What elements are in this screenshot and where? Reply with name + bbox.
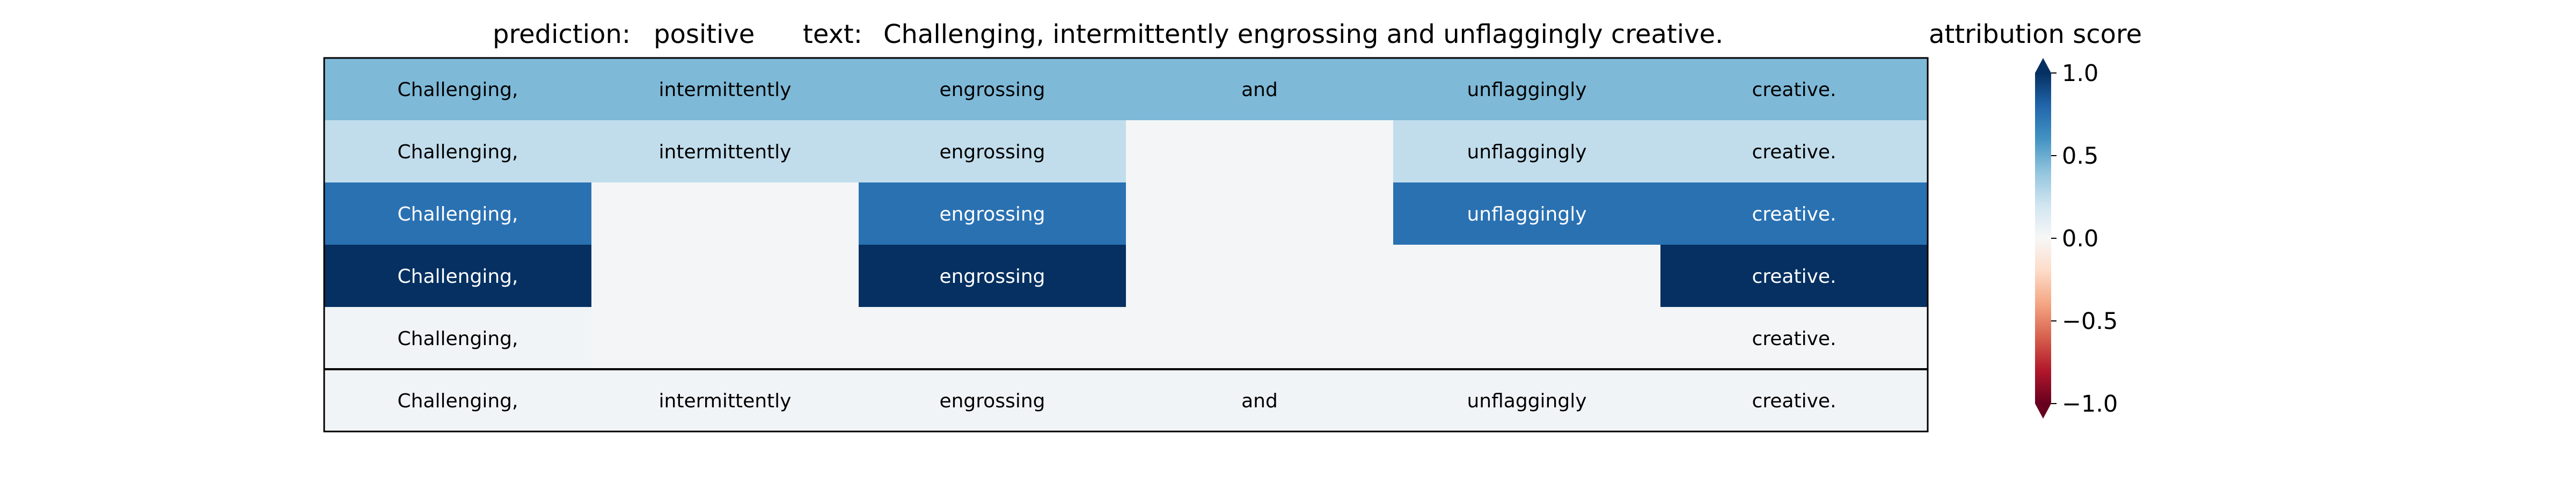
colorbar-title: attribution score: [1929, 19, 2142, 49]
token-label: creative.: [1752, 266, 1836, 288]
heatmap-cell: [1393, 120, 1661, 183]
token-label: unflaggingly: [1467, 203, 1586, 225]
token-label: creative.: [1752, 203, 1836, 225]
heatmap-cell: [324, 307, 592, 370]
colorbar-extend-min: [2035, 404, 2051, 419]
heatmap-cell: [1393, 369, 1661, 432]
token-label: Challenging,: [398, 141, 518, 163]
heatmap-cell: [324, 58, 592, 121]
heatmap-cell: [324, 369, 592, 432]
heatmap-cell: [591, 307, 859, 370]
heatmap-cell: [1393, 245, 1661, 308]
heatmap-cell: [859, 245, 1126, 308]
token-label: Challenging,: [398, 328, 518, 350]
token-label: Challenging,: [398, 203, 518, 225]
heatmap-cell: [1660, 120, 1928, 183]
heatmap-cell: [1393, 58, 1661, 121]
heatmap: Challenging, intermittently engrossing and u…: [323, 57, 1929, 433]
heatmap-cell: [1393, 307, 1661, 370]
heatmap-cell: [324, 245, 592, 308]
heatmap-cell: [1126, 182, 1394, 245]
token-label: Challenging,: [398, 390, 518, 412]
token-label: Challenging,: [398, 266, 518, 288]
prediction-value: positive: [654, 19, 755, 49]
token-label: and: [1241, 79, 1278, 101]
token-label: creative.: [1752, 79, 1836, 101]
heatmap-cell: [1660, 245, 1928, 308]
colorbar-gradient: [2035, 73, 2051, 404]
heatmap-cell: [591, 58, 859, 121]
heatmap-cell: [591, 245, 859, 308]
token-label: creative.: [1752, 141, 1836, 163]
colorbar-tick-label: −1.0: [2062, 391, 2118, 418]
heatmap-frame: [323, 57, 1929, 433]
colorbar-tick-label: 1.0: [2062, 60, 2098, 87]
heatmap-cell: [1393, 182, 1661, 245]
text-value: Challenging, intermittently engrossing a…: [883, 19, 1723, 49]
token-label: unflaggingly: [1467, 141, 1586, 163]
token-label: engrossing: [939, 141, 1045, 163]
colorbar-tick-label: 0.0: [2062, 225, 2098, 252]
colorbar-tick-label: 0.5: [2062, 143, 2098, 170]
prediction-label: prediction:: [493, 19, 631, 49]
heatmap-cell: [324, 182, 592, 245]
token-label: engrossing: [939, 390, 1045, 412]
heatmap-cell: [324, 120, 592, 183]
token-label: creative.: [1752, 328, 1836, 350]
heatmap-cell: [591, 182, 859, 245]
heatmap-cell: [1126, 369, 1394, 432]
heatmap-cell: [1660, 58, 1928, 121]
text-label: text:: [803, 19, 862, 49]
heatmap-cell: [1126, 58, 1394, 121]
colorbar-tick-label: −0.5: [2062, 308, 2118, 335]
token-label: creative.: [1752, 390, 1836, 412]
heatmap-cell: [1660, 369, 1928, 432]
heatmap-cell: [859, 369, 1126, 432]
heatmap-cell: [859, 120, 1126, 183]
heatmap-cell: [859, 182, 1126, 245]
token-label: engrossing: [939, 266, 1045, 288]
token-label: intermittently: [659, 79, 792, 101]
heatmap-cell: [1660, 182, 1928, 245]
heatmap-cell: [591, 369, 859, 432]
token-label: intermittently: [659, 390, 792, 412]
token-label: intermittently: [659, 141, 792, 163]
token-label: Challenging,: [398, 79, 518, 101]
heatmap-cell: [859, 307, 1126, 370]
token-label: unflaggingly: [1467, 79, 1586, 101]
colorbar: attribution score 1.0 0.5 0.0 −0.5 −1.0: [1929, 19, 2142, 419]
heatmap-cell: [1660, 307, 1928, 370]
heatmap-cell: [1126, 245, 1394, 308]
token-label: unflaggingly: [1467, 390, 1586, 412]
heatmap-cell: [591, 120, 859, 183]
heatmap-cell: [1126, 307, 1394, 370]
heatmap-cell: [1126, 120, 1394, 183]
colorbar-extend-max: [2035, 58, 2051, 73]
token-label: and: [1241, 390, 1278, 412]
token-label: engrossing: [939, 79, 1045, 101]
token-label: engrossing: [939, 203, 1045, 225]
heatmap-cell: [859, 58, 1126, 121]
